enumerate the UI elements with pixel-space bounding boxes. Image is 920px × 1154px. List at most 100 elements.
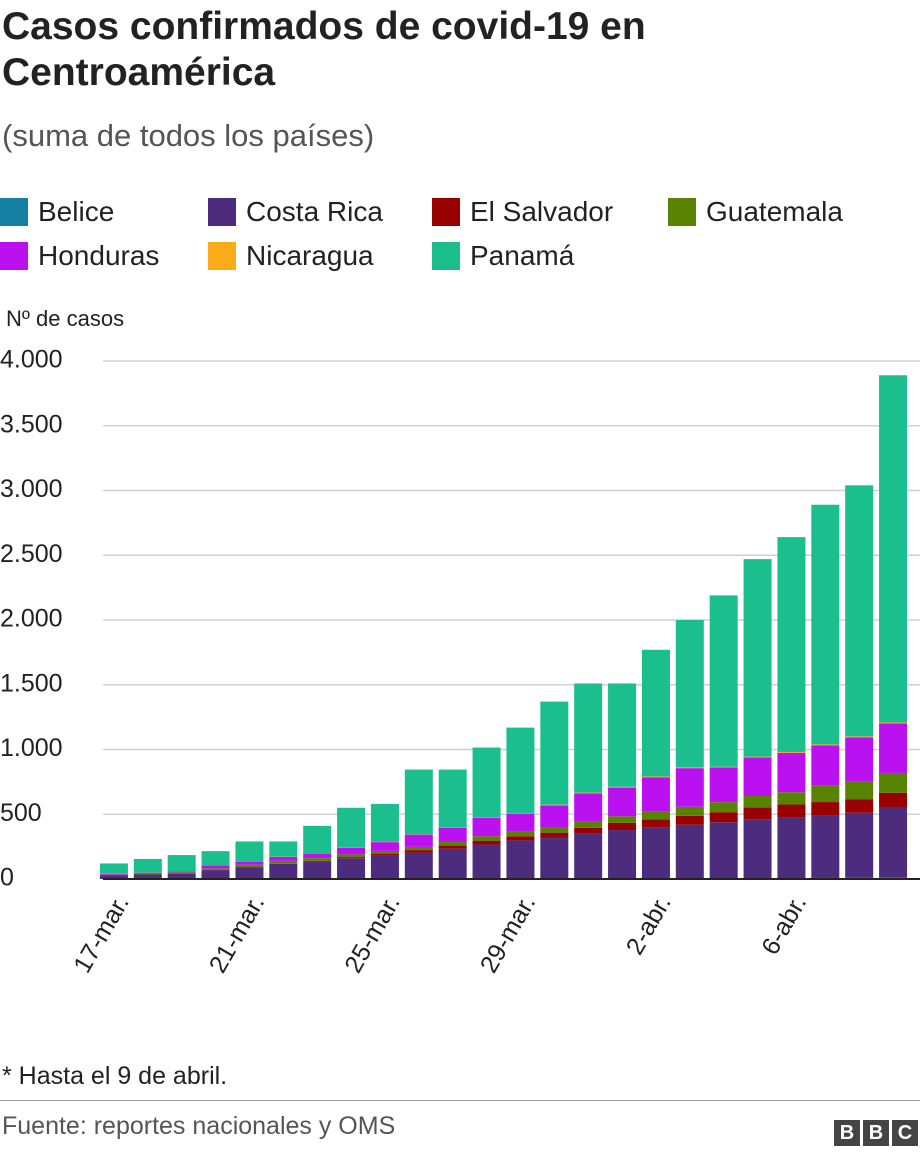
- bar-segment: [404, 852, 433, 879]
- bar-segment: [540, 701, 569, 805]
- bar-segment: [167, 855, 196, 872]
- legend-entry: Costa Rica: [208, 196, 383, 228]
- bar-segment: [574, 683, 603, 793]
- bar-segment: [540, 827, 569, 833]
- y-tick-label: 2.000: [0, 605, 63, 633]
- bar-segment: [438, 827, 467, 842]
- bar-segment: [133, 874, 162, 879]
- y-tick-label: 2.500: [0, 540, 63, 568]
- bar-segment: [506, 727, 535, 814]
- bar-segment: [370, 850, 399, 855]
- legend-label: El Salvador: [470, 196, 614, 227]
- bar-segment: [404, 834, 433, 847]
- bar-segment: [743, 807, 772, 820]
- footnote: * Hasta el 9 de abril.: [2, 1062, 228, 1090]
- bar-segment: [811, 785, 840, 803]
- legend-swatch: [668, 198, 696, 226]
- bar-segment: [269, 856, 298, 861]
- bar-segment: [608, 683, 637, 787]
- legend-label: Guatemala: [706, 196, 843, 227]
- bar-segment: [438, 769, 467, 828]
- bar-segment: [201, 851, 230, 866]
- bar-segment: [574, 792, 603, 794]
- bar-segment: [675, 768, 704, 807]
- chart-subtitle: (suma de todos los países): [2, 118, 375, 153]
- bar-segment: [337, 847, 366, 855]
- bar-segment: [337, 854, 366, 858]
- bar-segment: [709, 812, 738, 823]
- bar-segment: [709, 595, 738, 767]
- bar-segment: [99, 873, 128, 875]
- bar-segment: [777, 817, 806, 879]
- chart-title: Casos confirmados de covid-19 en Centroa…: [2, 5, 646, 94]
- bar-segment: [641, 819, 670, 828]
- bar-segment: [438, 841, 467, 846]
- chart: Nº de casos 0 500 1.000 1.500 2.000 2.500 3.00…: [0, 306, 920, 978]
- bar-segment: [269, 863, 298, 879]
- y-tick-label: 3.500: [0, 410, 63, 438]
- bar-segment: [235, 867, 264, 879]
- bar-segment: [811, 504, 840, 745]
- bar-segment: [506, 840, 535, 879]
- bar-segment: [404, 846, 433, 851]
- source: Fuente: reportes nacionales y OMS: [2, 1112, 396, 1140]
- bar-segment: [743, 756, 772, 758]
- bar-segment: [574, 793, 603, 822]
- bar-segment: [506, 831, 535, 837]
- bar-segment: [201, 865, 230, 869]
- bar-segment: [167, 872, 196, 874]
- legend-entry: Panamá: [432, 240, 574, 272]
- legend-swatch: [0, 198, 28, 226]
- bar-segment: [845, 799, 874, 813]
- bar-segment: [370, 803, 399, 842]
- y-tick-label: 500: [0, 799, 42, 827]
- legend-entry: Guatemala: [668, 196, 843, 228]
- bar-segment: [777, 804, 806, 818]
- bar-segment: [337, 857, 366, 859]
- bar-segment: [777, 792, 806, 805]
- bar-segment: [472, 817, 501, 819]
- bar-segment: [201, 870, 230, 879]
- y-tick-label: 4.000: [0, 346, 63, 374]
- bar-segment: [167, 871, 196, 873]
- bar-segment: [337, 858, 366, 879]
- bar-segment: [845, 737, 874, 782]
- bar-segment: [675, 824, 704, 879]
- bar-segment: [845, 781, 874, 800]
- bar-segment: [472, 844, 501, 879]
- bar-segment: [235, 861, 264, 865]
- bar-segment: [879, 375, 908, 723]
- bar-segment: [337, 807, 366, 848]
- bar-segment: [608, 816, 637, 823]
- bar-segment: [879, 722, 908, 724]
- legend: Belice Costa Rica El Salvador Guatemala Hond…: [0, 196, 920, 286]
- legend-entry: Belice: [0, 196, 114, 228]
- y-tick-label: 0: [0, 864, 14, 892]
- bar-segment: [879, 723, 908, 773]
- bar-segment: [472, 840, 501, 845]
- bar-segment: [709, 802, 738, 813]
- bar-segment: [370, 842, 399, 851]
- legend-swatch: [432, 198, 460, 226]
- bar-segment: [133, 873, 162, 875]
- bar-segment: [641, 649, 670, 777]
- bar-segment: [303, 853, 332, 859]
- bar-segment: [303, 860, 332, 862]
- x-tick-label: 25-mar.: [339, 890, 406, 977]
- bar-segment: [540, 805, 569, 828]
- bar-segment: [506, 813, 535, 814]
- bar-segment: [506, 836, 535, 841]
- bar-segment: [235, 841, 264, 862]
- bar-segment: [777, 751, 806, 753]
- y-tick-label: 1.000: [0, 734, 63, 762]
- y-axis-label: Nº de casos: [6, 306, 124, 331]
- bar-segment: [608, 822, 637, 831]
- legend-entry: El Salvador: [432, 196, 613, 228]
- bar-segment: [303, 825, 332, 854]
- bar-segment: [811, 802, 840, 816]
- bar-segment: [472, 818, 501, 837]
- x-tick-label: 6-abr.: [756, 890, 812, 959]
- bar-segment: [540, 832, 569, 838]
